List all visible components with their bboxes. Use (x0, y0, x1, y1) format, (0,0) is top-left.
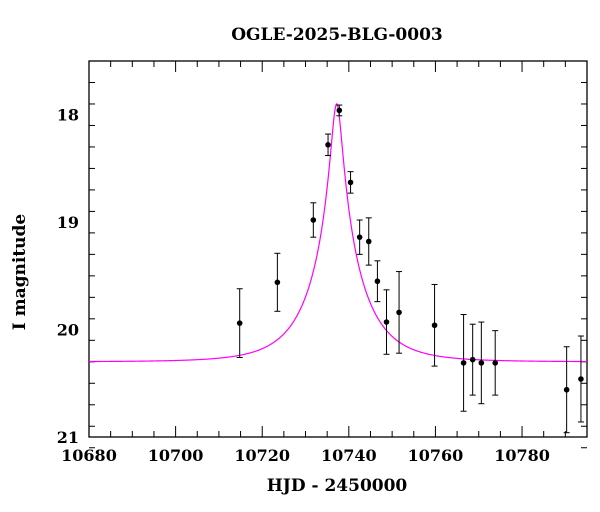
data-point (336, 104, 343, 117)
model-curve-group (89, 102, 587, 363)
data-point (492, 330, 499, 396)
data-point-marker (325, 141, 331, 148)
y-tick-label: 20 (57, 321, 79, 340)
data-point (563, 346, 570, 434)
data-point (356, 219, 363, 255)
x-tick-label: 10680 (61, 446, 117, 465)
data-point (374, 260, 381, 303)
data-point-marker (563, 386, 570, 393)
data-point (383, 289, 390, 355)
data-point-marker (356, 234, 363, 240)
data-point-marker (492, 360, 498, 366)
data-point (577, 335, 584, 423)
data-point-marker (478, 360, 485, 366)
data-point-marker (460, 360, 467, 366)
x-tick-label: 10720 (234, 446, 290, 465)
data-point-marker (274, 279, 281, 286)
data-point (325, 133, 332, 157)
plot-border (88, 60, 588, 438)
data-point-marker (578, 376, 584, 382)
y-tick-label: 19 (57, 213, 79, 232)
data-point (478, 321, 485, 405)
y-axis-label: I magnitude (10, 214, 30, 331)
data-point-marker (431, 322, 438, 329)
data-point-marker (396, 309, 402, 316)
data-point (469, 323, 476, 396)
x-axis-label: HJD - 2450000 (267, 476, 408, 496)
data-point (365, 217, 372, 266)
x-tick-label: 10740 (321, 446, 377, 465)
data-point-marker (347, 179, 354, 186)
data-point (274, 252, 281, 312)
chart-title: OGLE-2025-BLG-0003 (231, 25, 443, 45)
x-tick-label: 10780 (494, 446, 550, 465)
data-point (396, 271, 403, 354)
data-points-group (236, 104, 584, 434)
plot-frame (88, 60, 588, 438)
x-tick-label: 10700 (148, 446, 204, 465)
data-point (431, 283, 438, 367)
data-point (310, 202, 317, 238)
x-tick-label: 10760 (408, 446, 464, 465)
data-point (347, 171, 354, 194)
data-point-marker (469, 356, 476, 363)
data-point (236, 288, 243, 359)
y-axis-tick-labels: 18 19 20 21 (57, 106, 79, 447)
y-tick-label: 21 (57, 428, 79, 447)
data-point-marker (383, 319, 390, 325)
y-tick-label: 18 (57, 106, 79, 125)
data-point-marker (336, 107, 343, 114)
model-curve (89, 102, 587, 363)
x-axis-tick-labels: 10680 10700 10720 10740 10760 10780 (61, 446, 550, 465)
data-point-marker (365, 238, 372, 245)
data-point-marker (236, 320, 243, 326)
data-point-marker (374, 278, 381, 285)
axis-ticks (88, 60, 588, 449)
data-point (460, 314, 467, 412)
data-point-marker (310, 217, 317, 223)
